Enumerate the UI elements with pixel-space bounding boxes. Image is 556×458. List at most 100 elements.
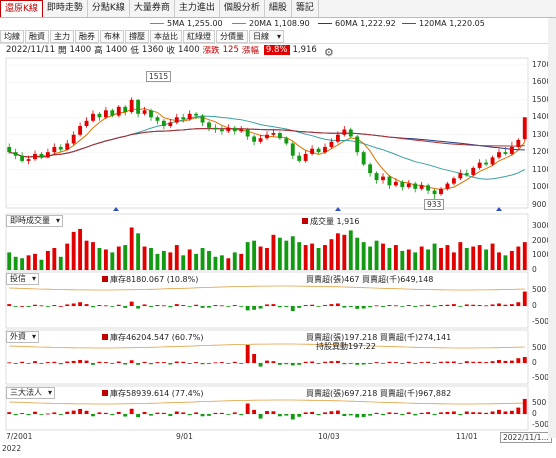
tab-6[interactable]: 個股分析 [220,0,265,17]
bar-volume [310,243,315,270]
bar-volume [129,227,134,270]
tab-4[interactable]: 大量券商 [130,0,175,17]
bar-volume [451,252,456,270]
tab-5[interactable]: 主力進出 [175,0,220,17]
bar-institutional [232,412,237,414]
panel-select-1[interactable]: 投信 [6,273,39,285]
panel-select-2[interactable]: 外資 [6,331,39,343]
bar-institutional [207,414,211,416]
toolbar-button-4[interactable]: 融券 [75,30,99,43]
bar-investment_trust [103,305,108,307]
panel-axis-tick: 1000 [532,250,552,260]
panel-select-3[interactable]: 三大法人 [6,387,55,399]
candle-body [323,146,327,153]
bar-institutional [97,412,102,414]
bar-volume [219,255,224,270]
bar-volume [232,252,237,270]
bar-investment_trust [361,306,366,309]
bar-volume [239,253,244,270]
bar-foreign [432,363,437,364]
price-axis-tick: 1500 [532,94,552,104]
candle-body [477,162,482,168]
candle-body [522,117,527,140]
bar-foreign [316,363,321,364]
bar-institutional [509,410,514,414]
bar-foreign [213,362,218,364]
candle-body [335,134,340,142]
tab-7[interactable]: 細股 [265,0,292,17]
bar-volume [335,233,340,270]
toolbar-button-5[interactable]: 布林 [100,30,124,43]
toolbar-button-3[interactable]: 主力 [50,30,74,43]
bar-investment_trust [33,304,37,306]
close-label: 收 [166,46,175,56]
bar-volume [400,250,405,270]
x-axis-tick: 7/2001 [6,432,33,441]
candle-body [213,127,218,130]
candle-body [451,178,456,184]
bar-foreign [451,361,456,363]
bar-investment_trust [277,306,282,308]
bar-foreign [509,360,514,363]
bar-foreign [484,362,489,363]
ma-legend-5ma: 5MA 1,255.00 [150,19,223,28]
bar-investment_trust [342,306,347,308]
bar-foreign [142,361,147,363]
candle-body [426,185,431,191]
bar-institutional [277,414,282,417]
candle-body [219,129,224,132]
bar-volume [271,234,276,270]
bar-investment_trust [142,304,147,306]
change-value: 125 [222,45,239,55]
change-label: 漲跌 [202,46,220,56]
candle-body [284,138,289,144]
bar-volume [484,249,489,270]
price-panel-frame [5,57,529,209]
bar-investment_trust [509,304,514,306]
bar-volume [26,255,31,270]
panel-stat-1: 庫存46204.547 (60.7%) [102,332,203,343]
bar-investment_trust [129,301,134,306]
toolbar-button-7[interactable]: 本益比 [150,30,182,43]
vertical-scrollbar[interactable] [548,18,556,438]
top-tab-bar: 還原K線 即時走勢 分點K線 大量券商 主力進出 個股分析 細股 籌記 [0,0,556,18]
bar-foreign [458,363,463,364]
panel-select-0[interactable]: 即時成交量 [6,215,63,227]
ma-line-swatch [232,23,246,24]
candle-body [33,153,37,160]
tab-8[interactable]: 籌記 [292,0,319,17]
bar-institutional [329,411,334,414]
bar-institutional [406,412,411,414]
bar-volume [97,248,102,270]
gear-icon[interactable]: ⚙ [324,46,334,59]
toolbar-button-6[interactable]: 撐壓 [125,30,149,43]
bar-foreign [413,363,418,364]
tab-2[interactable]: 即時走勢 [43,0,88,17]
bar-volume [213,256,218,270]
panel-header-2: 外資 庫存46204.547 (60.7%) 買賣超(張)197.218 買賣超(千… [6,331,451,351]
bar-volume [432,243,437,270]
bar-foreign [490,361,495,363]
bar-foreign [103,362,108,363]
holding-line [9,285,525,291]
tab-1[interactable]: 還原K線 [0,0,43,17]
toolbar-button-10[interactable]: 日線 [249,30,284,43]
toolbar-button-9[interactable]: 分價量 [216,30,248,43]
bar-volume [342,234,347,270]
toolbar-button-2[interactable]: 融資 [25,30,49,43]
bar-institutional [142,411,147,414]
toolbar-button-1[interactable]: 均線 [0,30,24,43]
tab-3[interactable]: 分點K線 [88,0,130,17]
bar-foreign [7,362,12,364]
bar-foreign [464,361,469,363]
candle-body [116,106,121,116]
bar-institutional [78,408,83,414]
candle-body [200,115,205,123]
panel-stat-2: 買賣超(張)197.218 買賣超(千)274,141 [306,332,452,342]
indicator-toolbar: 均線 融資 主力 融券 布林 撐壓 本益比 紅綠燈 分價量 日線 [0,30,556,44]
bar-institutional [355,414,360,418]
ma120-line [9,128,525,158]
series-swatch [302,217,308,224]
toolbar-button-8[interactable]: 紅綠燈 [183,30,215,43]
candle-body [45,152,50,158]
